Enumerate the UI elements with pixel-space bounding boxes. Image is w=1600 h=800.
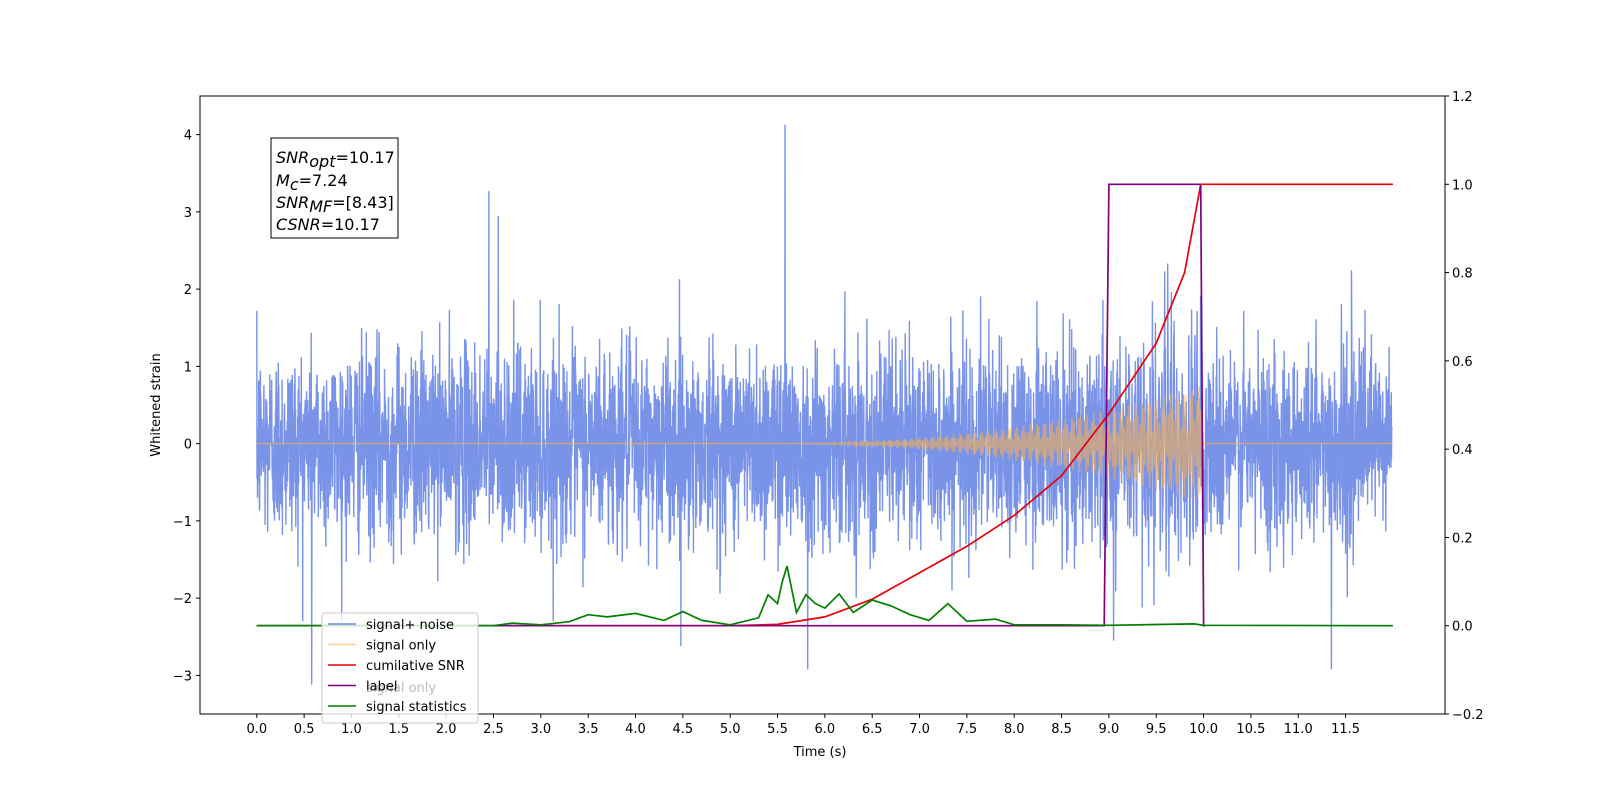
x-tick-label: 2.5 <box>483 722 504 737</box>
annotation-snr-opt: SNRopt=10.17 <box>276 148 395 171</box>
x-tick-label: 8.5 <box>1051 722 1072 737</box>
annotation-snr-mf: SNRMF=[8.43] <box>276 193 394 216</box>
x-tick-label: 10.5 <box>1236 722 1265 737</box>
y2-tick-label: 1.0 <box>1452 178 1473 193</box>
x-tick-label: 4.0 <box>625 722 646 737</box>
x-tick-label: 9.5 <box>1146 722 1167 737</box>
y-axis-right: 1.2 1.0 0.8 0.6 0.4 0.2 0.0 −0.2 <box>1445 90 1484 723</box>
y-tick-label: 0 <box>184 438 192 453</box>
x-tick-label: 6.0 <box>815 722 836 737</box>
x-tick-label: 1.0 <box>341 722 362 737</box>
x-tick-label: 5.0 <box>720 722 741 737</box>
y-tick-label: 3 <box>184 206 192 221</box>
x-tick-label: 7.5 <box>957 722 978 737</box>
y2-tick-label: 0.4 <box>1452 443 1473 458</box>
series-signal-statistics-line <box>256 565 1393 627</box>
y-tick-label: −1 <box>173 515 192 530</box>
y-tick-label: 4 <box>184 129 192 144</box>
x-tick-label: 11.5 <box>1331 722 1360 737</box>
legend-entry: signal+ noise <box>366 618 454 633</box>
y-axis-left: 4 3 2 1 0 −1 −2 −3 <box>173 129 200 684</box>
y-tick-label: 2 <box>184 283 192 298</box>
x-tick-label: 8.0 <box>1004 722 1025 737</box>
legend-frame <box>321 612 479 724</box>
y2-tick-label: 1.2 <box>1452 90 1473 105</box>
x-axis: 0.0 0.5 1.0 1.5 2.0 2.5 3.0 3.5 4.0 4.5 5.0 5.5 6.0 6… <box>246 714 1360 737</box>
x-axis-label: Time (s) <box>793 745 847 760</box>
x-tick-label: 3.5 <box>578 722 599 737</box>
y-tick-label: −3 <box>173 669 192 684</box>
y-tick-label: −2 <box>173 592 192 607</box>
legend-entry: cumilative SNR <box>366 659 465 674</box>
x-tick-label: 7.0 <box>909 722 930 737</box>
annotation-csnr: CSNR=10.17 <box>276 215 380 234</box>
y2-tick-label: 0.6 <box>1452 355 1473 370</box>
legend: signal only signal+ noise signal only cumi… <box>321 612 479 724</box>
legend-entry: label <box>366 680 397 695</box>
y2-tick-label: 0.0 <box>1452 620 1473 635</box>
annotation-mc: Mc=7.24 <box>276 171 348 194</box>
legend-entry: signal statistics <box>366 700 467 715</box>
y2-tick-label: 0.8 <box>1452 267 1473 282</box>
x-tick-label: 11.0 <box>1284 722 1313 737</box>
x-tick-label: 3.0 <box>530 722 551 737</box>
plot-area <box>256 124 1393 685</box>
y-tick-label: 1 <box>184 360 192 375</box>
legend-entry: signal only <box>366 639 436 654</box>
annotation-frame <box>270 137 399 239</box>
x-tick-label: 5.5 <box>767 722 788 737</box>
series-cumulative-snr-line <box>256 183 1393 627</box>
x-tick-label: 4.5 <box>673 722 694 737</box>
y2-tick-label: 0.2 <box>1452 531 1473 546</box>
legend-ghost-text: signal only <box>366 681 436 696</box>
y-axis-label: Whitened strain <box>149 353 164 456</box>
y2-tick-label: −0.2 <box>1452 708 1484 723</box>
x-tick-label: 10.0 <box>1189 722 1218 737</box>
plot-frame <box>199 95 1446 715</box>
x-tick-label: 1.5 <box>388 722 409 737</box>
annotation-box: SNRopt=10.17 Mc=7.24 SNRMF=[8.43] CSNR=1… <box>270 137 399 239</box>
x-tick-label: 0.0 <box>246 722 267 737</box>
x-tick-label: 0.5 <box>294 722 315 737</box>
x-tick-label: 6.5 <box>862 722 883 737</box>
x-tick-label: 2.0 <box>436 722 457 737</box>
x-tick-label: 9.0 <box>1099 722 1120 737</box>
